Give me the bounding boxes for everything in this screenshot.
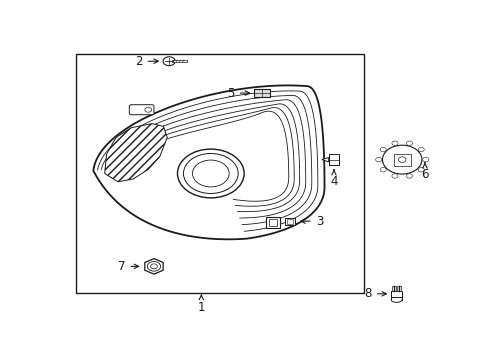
Bar — [391, 286, 395, 291]
Text: 1: 1 — [197, 295, 204, 314]
Text: 4: 4 — [329, 170, 337, 188]
Circle shape — [391, 141, 397, 145]
Circle shape — [398, 157, 405, 162]
Circle shape — [163, 57, 175, 66]
Polygon shape — [93, 85, 324, 239]
Bar — [265, 217, 280, 228]
Bar — [390, 291, 401, 297]
Circle shape — [144, 107, 151, 112]
Circle shape — [183, 153, 238, 193]
Circle shape — [379, 147, 386, 152]
Bar — [172, 60, 186, 63]
Polygon shape — [321, 157, 328, 162]
Circle shape — [150, 264, 157, 269]
Circle shape — [177, 149, 244, 198]
Circle shape — [382, 145, 421, 174]
Circle shape — [422, 157, 428, 162]
Bar — [328, 154, 339, 165]
Bar — [393, 153, 410, 166]
Circle shape — [375, 157, 381, 162]
FancyBboxPatch shape — [129, 105, 154, 115]
Text: 6: 6 — [420, 163, 428, 181]
Polygon shape — [144, 258, 163, 274]
FancyBboxPatch shape — [253, 89, 269, 97]
Bar — [268, 219, 277, 226]
Text: 8: 8 — [364, 287, 386, 300]
Circle shape — [391, 174, 397, 178]
Circle shape — [417, 147, 424, 152]
Text: 5: 5 — [227, 87, 249, 100]
Text: 2: 2 — [135, 55, 158, 68]
Text: 7: 7 — [118, 260, 138, 273]
Circle shape — [417, 167, 424, 172]
Polygon shape — [104, 123, 167, 182]
Bar — [396, 286, 400, 291]
Circle shape — [406, 141, 412, 145]
Circle shape — [192, 160, 229, 187]
Circle shape — [147, 261, 160, 271]
Bar — [285, 218, 295, 225]
Circle shape — [379, 167, 386, 172]
Bar — [287, 220, 292, 224]
Text: 3: 3 — [300, 215, 323, 228]
Bar — [76, 54, 364, 293]
Circle shape — [406, 174, 412, 178]
